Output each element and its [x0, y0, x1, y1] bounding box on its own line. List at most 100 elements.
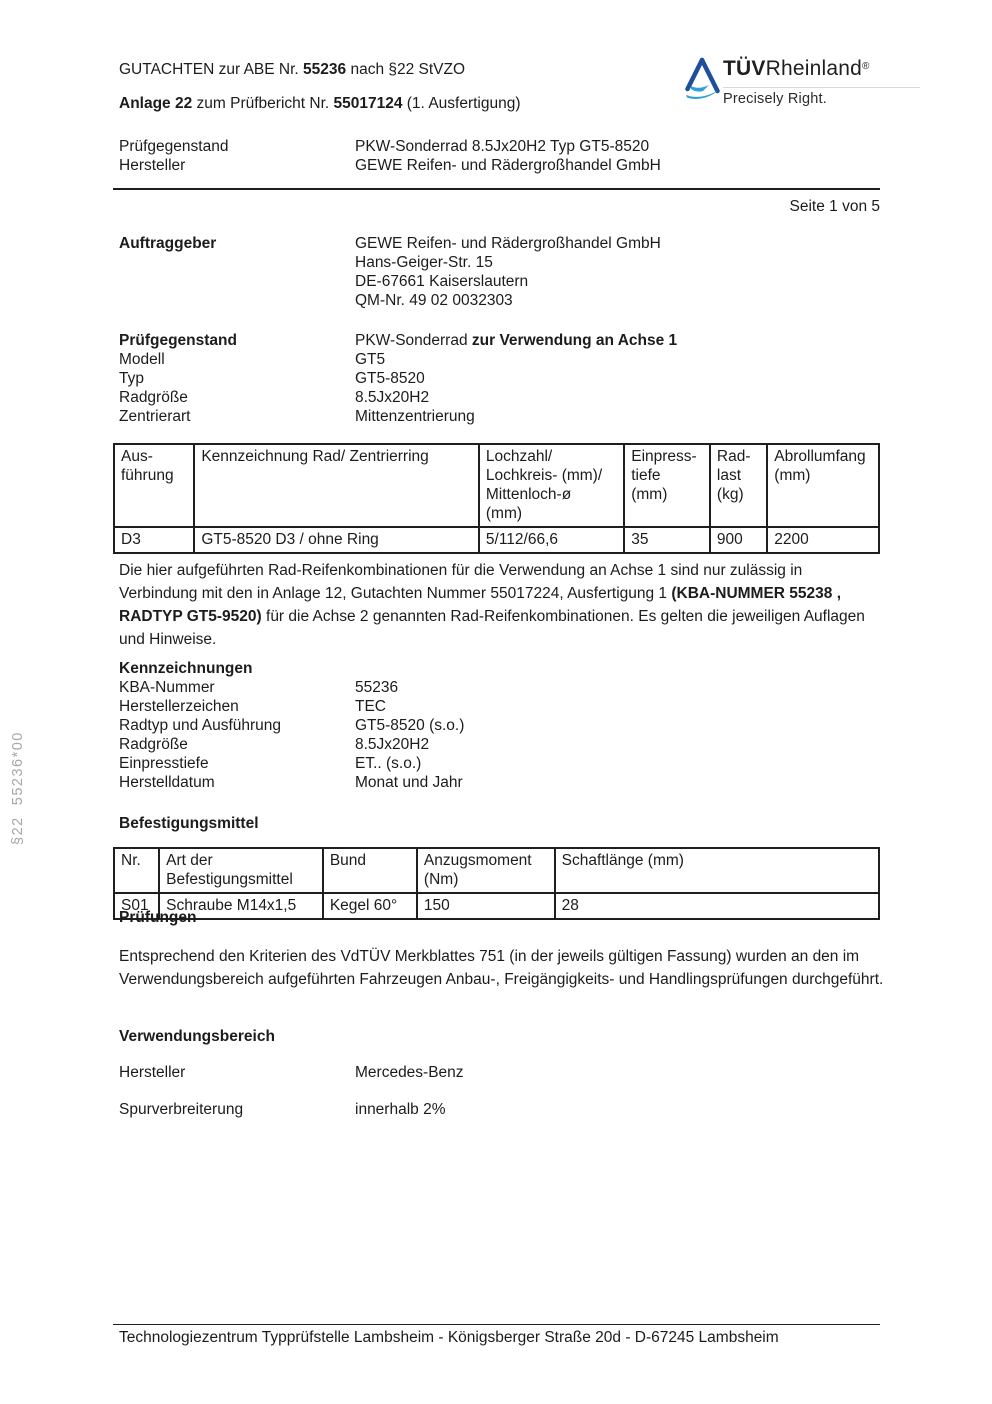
client-line: QM-Nr. 49 02 0032303 [355, 292, 513, 309]
logo-divider [723, 87, 920, 88]
row-label: Radtyp und Ausführung [119, 717, 282, 734]
col-header-einpresstiefe: Einpress- tiefe (mm) [623, 443, 711, 528]
markings-block: Kennzeichnungen KBA-Nummer 55236 Herstel… [119, 659, 882, 792]
header-rule [113, 188, 880, 190]
test-object-block: Prüfgegenstand PKW-Sonderrad zur Verwend… [119, 331, 882, 426]
row-value: 8.5Jx20H2 [355, 389, 430, 406]
row-value: Mittenzentrierung [355, 408, 475, 425]
cell-kennzeichnung: GT5-8520 D3 / ohne Ring [193, 526, 480, 554]
meta-value: GEWE Reifen- und Rädergroßhandel GmbH [355, 157, 661, 174]
test-object-row: Modell GT5 [119, 350, 882, 369]
cell-ausfuehrung: D3 [112, 526, 196, 554]
table-header-row: Nr. Art der Befestigungsmittel Bund Anzu… [112, 847, 881, 894]
tuv-brand-text: TÜVRheinland® [723, 57, 870, 80]
footer-address: Technologiezentrum Typprüfstelle Lambshe… [119, 1329, 779, 1346]
row-label: Typ [119, 370, 144, 387]
document-title: GUTACHTEN zur ABE Nr. 55236 nach §22 StV… [119, 61, 466, 78]
tuv-tagline: Precisely Right. [723, 91, 827, 107]
row-value: Monat und Jahr [355, 774, 463, 791]
meta-row-hersteller: Hersteller GEWE Reifen- und Rädergroßhan… [119, 156, 882, 175]
header-meta: Prüfgegenstand PKW-Sonderrad 8.5Jx20H2 T… [119, 137, 882, 175]
meta-label: Hersteller [119, 157, 186, 174]
row-value: innerhalb 2% [355, 1101, 446, 1118]
markings-heading: Kennzeichnungen [119, 660, 253, 677]
registered-mark: ® [861, 61, 870, 72]
markings-row: Herstellerzeichen TEC [119, 697, 882, 716]
markings-row: Radgröße 8.5Jx20H2 [119, 735, 882, 754]
row-label: Radgröße [119, 736, 188, 753]
annex-line: Anlage 22 zum Prüfbericht Nr. 55017124 (… [119, 95, 521, 112]
page-indicator: Seite 1 von 5 [789, 198, 880, 215]
tests-heading: Prüfungen [119, 909, 197, 926]
cell-anzugsmoment: 150 [415, 892, 556, 920]
row-value: TEC [355, 698, 386, 715]
col-header-kennzeichnung: Kennzeichnung Rad/ Zentrierring [193, 443, 480, 528]
client-label: Auftraggeber [119, 235, 217, 252]
row-value: GT5 [355, 351, 386, 368]
cell-abrollumfang: 2200 [766, 526, 880, 554]
row-value: Mercedes-Benz [355, 1064, 464, 1081]
client-line: DE-67661 Kaiserslautern [355, 273, 529, 290]
table-row: S01 Schraube M14x1,5 Kegel 60° 150 28 [112, 892, 881, 920]
col-header-schaftlaenge: Schaftlänge (mm) [553, 847, 881, 894]
meta-row-pruefgegenstand: Prüfgegenstand PKW-Sonderrad 8.5Jx20H2 T… [119, 137, 882, 156]
col-header-radlast: Rad- last (kg) [708, 443, 769, 528]
client-block: Auftraggeber GEWE Reifen- und Rädergroßh… [119, 234, 882, 310]
combination-note: Die hier aufgeführten Rad-Reifenkombinat… [119, 562, 865, 648]
row-value: 55236 [355, 679, 399, 696]
row-label: Hersteller [119, 1064, 186, 1081]
test-object-value: PKW-Sonderrad zur Verwendung an Achse 1 [355, 332, 678, 349]
client-line: GEWE Reifen- und Rädergroßhandel GmbH [355, 235, 661, 252]
cell-art: Schraube M14x1,5 [158, 892, 324, 920]
col-header-lochzahl: Lochzahl/ Lochkreis- (mm)/ Mittenloch-ø … [477, 443, 626, 528]
row-label: Zentrierart [119, 408, 191, 425]
wheel-variant-table: Aus- führung Kennzeichnung Rad/ Zentrier… [112, 443, 880, 554]
cell-radlast: 900 [708, 526, 769, 554]
tests-paragraph: Entsprechend den Kriterien des VdTÜV Mer… [119, 948, 884, 988]
side-reference-number: §22 55236*00 [10, 731, 26, 845]
cell-schaftlaenge: 28 [553, 892, 881, 920]
table-row: D3 GT5-8520 D3 / ohne Ring 5/112/66,6 35… [112, 526, 880, 554]
row-label: Einpresstiefe [119, 755, 209, 772]
tuv-wordmark: TÜVRheinland® [723, 58, 870, 79]
cell-nr: S01 [112, 892, 161, 920]
meta-label: Prüfgegenstand [119, 138, 229, 155]
row-value: 8.5Jx20H2 [355, 736, 430, 753]
markings-row: Einpresstiefe ET.. (s.o.) [119, 754, 882, 773]
usage-row-spurverbreiterung: Spurverbreiterung innerhalb 2% [119, 1100, 882, 1119]
fasteners-heading: Befestigungsmittel [119, 815, 259, 832]
cell-bund: Kegel 60° [321, 892, 418, 920]
row-label: Modell [119, 351, 165, 368]
col-header-anzugsmoment: Anzugsmoment (Nm) [415, 847, 556, 894]
col-header-ausfuehrung: Aus- führung [112, 443, 196, 528]
col-header-abrollumfang: Abrollumfang (mm) [766, 443, 880, 528]
tuv-triangle-icon [683, 56, 721, 105]
usage-row-hersteller: Hersteller Mercedes-Benz [119, 1063, 882, 1082]
table-header-row: Aus- führung Kennzeichnung Rad/ Zentrier… [112, 443, 880, 528]
col-header-nr: Nr. [112, 847, 161, 894]
test-object-row: Zentrierart Mittenzentrierung [119, 407, 882, 426]
footer-rule [113, 1324, 880, 1325]
row-value: GT5-8520 [355, 370, 425, 387]
row-label: KBA-Nummer [119, 679, 215, 696]
client-address: GEWE Reifen- und Rädergroßhandel GmbH Ha… [355, 234, 661, 310]
test-object-row: Radgröße 8.5Jx20H2 [119, 388, 882, 407]
markings-row: KBA-Nummer 55236 [119, 678, 882, 697]
test-object-row: Typ GT5-8520 [119, 369, 882, 388]
fasteners-table: Nr. Art der Befestigungsmittel Bund Anzu… [112, 847, 881, 920]
row-label: Herstelldatum [119, 774, 215, 791]
client-line: Hans-Geiger-Str. 15 [355, 254, 493, 271]
test-object-title-row: Prüfgegenstand PKW-Sonderrad zur Verwend… [119, 331, 882, 350]
row-label: Spurverbreiterung [119, 1101, 244, 1118]
markings-row: Radtyp und Ausführung GT5-8520 (s.o.) [119, 716, 882, 735]
col-header-bund: Bund [321, 847, 418, 894]
test-object-label: Prüfgegenstand [119, 332, 237, 349]
usage-heading: Verwendungsbereich [119, 1028, 275, 1045]
row-value: GT5-8520 (s.o.) [355, 717, 465, 734]
cell-lochzahl: 5/112/66,6 [477, 526, 626, 554]
row-label: Herstellerzeichen [119, 698, 239, 715]
row-label: Radgröße [119, 389, 188, 406]
col-header-art: Art der Befestigungsmittel [158, 847, 324, 894]
markings-row: Herstelldatum Monat und Jahr [119, 773, 882, 792]
